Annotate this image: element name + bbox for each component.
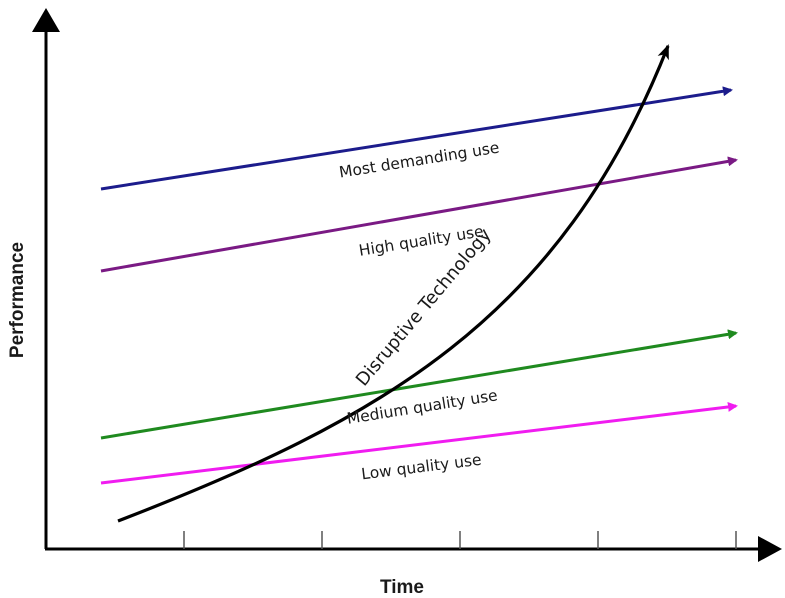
most-demanding-use-line [100,86,733,191]
performance-trajectories [100,86,738,485]
low-quality-use-line [100,401,738,485]
most-demanding-use-label: Most demanding use [338,139,501,182]
x-axis-arrowhead [758,536,782,562]
disruptive-technology-curve [117,44,670,523]
y-axis-arrowhead [32,8,60,32]
low-quality-use-label: Low quality use [360,451,482,484]
medium-quality-use-line [100,329,738,440]
high-quality-use-line [100,156,738,273]
axes [32,8,782,562]
x-axis-label: Time [380,577,424,598]
y-axis-label: Performance [7,242,28,358]
